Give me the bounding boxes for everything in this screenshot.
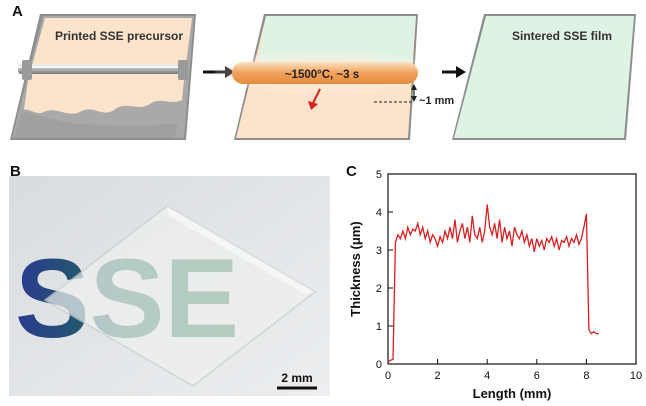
scale-bar-label: 2 mm <box>281 371 312 385</box>
arrow-2 <box>442 66 466 78</box>
plot-frame <box>387 173 637 365</box>
x-axis-label: Length (mm) <box>473 386 552 401</box>
x-tick-label: 0 <box>385 370 391 382</box>
x-tick-label: 4 <box>484 370 490 382</box>
y-tick-label: 1 <box>376 321 382 333</box>
x-tick-label: 6 <box>534 370 540 382</box>
process-schematic: Printed SSE precursor ~1500°C, ~3 s <box>10 14 636 140</box>
thickness-chart: 0 2 4 6 8 10 0 1 2 3 4 5 Length (mm) Thickness (μm… <box>348 169 642 401</box>
panel-c-label: C <box>346 163 357 180</box>
y-tick-label: 3 <box>376 245 382 257</box>
x-tick-label: 2 <box>435 370 441 382</box>
panel-b-label: B <box>10 163 21 180</box>
gap-indicator: ~1 mm <box>374 84 454 107</box>
scale-bar: 2 mm <box>277 371 317 390</box>
step1-label: Printed SSE precursor <box>55 29 183 43</box>
heater-element: ~1500°C, ~3 s <box>215 50 435 94</box>
x-axis: 0 2 4 6 8 10 <box>385 359 642 382</box>
y-tick-label: 4 <box>376 207 382 219</box>
step3-substrate: Sintered SSE film <box>452 14 636 140</box>
x-tick-label: 10 <box>630 370 642 382</box>
sse-film-photo: SSE 2 mm <box>9 176 330 396</box>
panel-a-label: A <box>12 3 23 20</box>
y-tick-label: 0 <box>376 359 382 371</box>
y-tick-label: 5 <box>376 169 382 181</box>
gap-label: ~1 mm <box>419 95 454 107</box>
y-axis-label: Thickness (μm) <box>348 221 363 316</box>
panel-a: A Printed SSE precurs <box>0 0 646 160</box>
y-axis: 0 1 2 3 4 5 <box>376 169 393 371</box>
heater-label: ~1500°C, ~3 s <box>285 69 359 81</box>
step1-substrate: Printed SSE precursor <box>10 14 196 140</box>
x-tick-label: 8 <box>583 370 589 382</box>
sintered-film <box>454 16 634 138</box>
panel-b-photo: SSE 2 mm <box>9 176 330 396</box>
step3-label: Sintered SSE film <box>512 29 612 43</box>
heater-motion-arrow <box>308 88 321 110</box>
thickness-curve <box>387 204 599 363</box>
printing-blade <box>18 60 188 80</box>
y-tick-label: 2 <box>376 283 382 295</box>
panel-c-chart: 0 2 4 6 8 10 0 1 2 3 4 5 Length (mm) Thickness (μm… <box>340 162 646 401</box>
